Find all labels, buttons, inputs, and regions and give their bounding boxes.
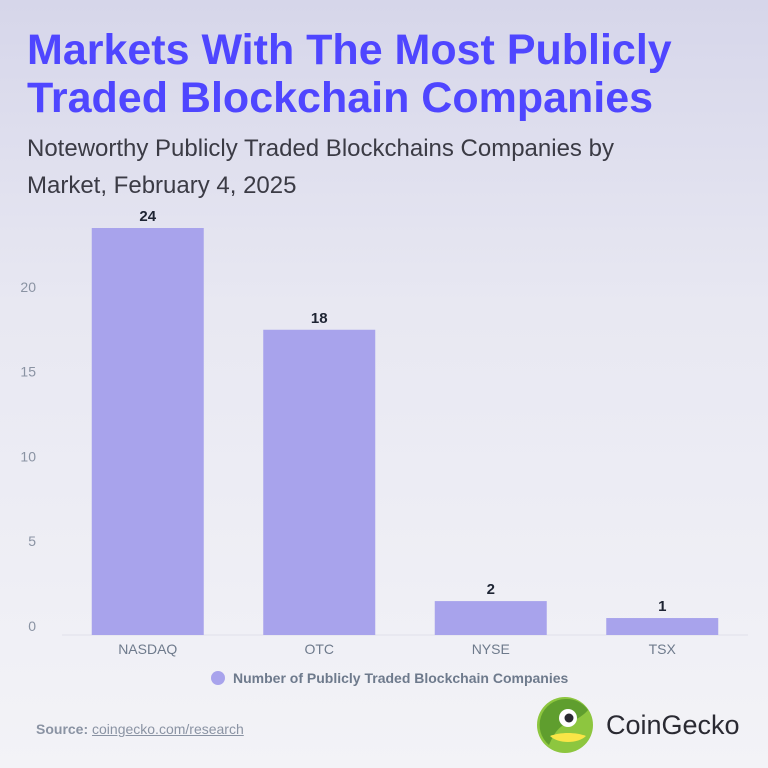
chart-subtitle-line-2: Market, February 4, 2025 (27, 172, 297, 199)
chart-title-line-1: Markets With The Most Publicly (27, 26, 672, 74)
y-tick-label: 15 (20, 364, 36, 380)
legend-label: Number of Publicly Traded Blockchain Com… (233, 670, 569, 686)
data-label: 24 (139, 208, 156, 225)
coingecko-logo-icon (537, 697, 593, 753)
source-label: Source: (36, 721, 89, 737)
chart-title-line-2: Traded Blockchain Companies (27, 74, 654, 122)
data-label: 1 (658, 598, 666, 615)
y-tick-label: 0 (28, 618, 36, 634)
bar-tsx (606, 618, 719, 635)
chart-legend: Number of Publicly Traded Blockchain Com… (211, 670, 568, 686)
x-tick-label: NASDAQ (118, 641, 177, 657)
x-tick-label: OTC (304, 641, 334, 657)
x-tick-label: NYSE (472, 641, 510, 657)
data-label: 18 (311, 310, 328, 327)
y-tick-label: 5 (28, 533, 36, 549)
source-note: Source: coingecko.com/research (36, 721, 244, 737)
source-link[interactable]: coingecko.com/research (92, 721, 244, 737)
y-tick-label: 20 (20, 279, 36, 295)
y-tick-label: 10 (20, 448, 36, 464)
bar-otc (263, 329, 376, 635)
brand-name: CoinGecko (606, 709, 740, 740)
brand: CoinGecko (536, 696, 740, 754)
chart-subtitle-line-1: Noteworthy Publicly Traded Blockchains C… (27, 135, 614, 162)
chart-title: Markets With The Most Publicly Traded Bl… (27, 26, 747, 122)
bar-chart: 0 5 10 15 20 24 NASDAQ 18 OTC 2 NYSE 1 TSX (20, 208, 748, 657)
x-tick-label: TSX (649, 641, 677, 657)
data-label: 2 (487, 581, 495, 598)
bar-nyse (434, 601, 547, 635)
legend-swatch (211, 671, 225, 685)
chart-subtitle: Noteworthy Publicly Traded Blockchains C… (27, 130, 747, 204)
bar-nasdaq (91, 228, 204, 635)
